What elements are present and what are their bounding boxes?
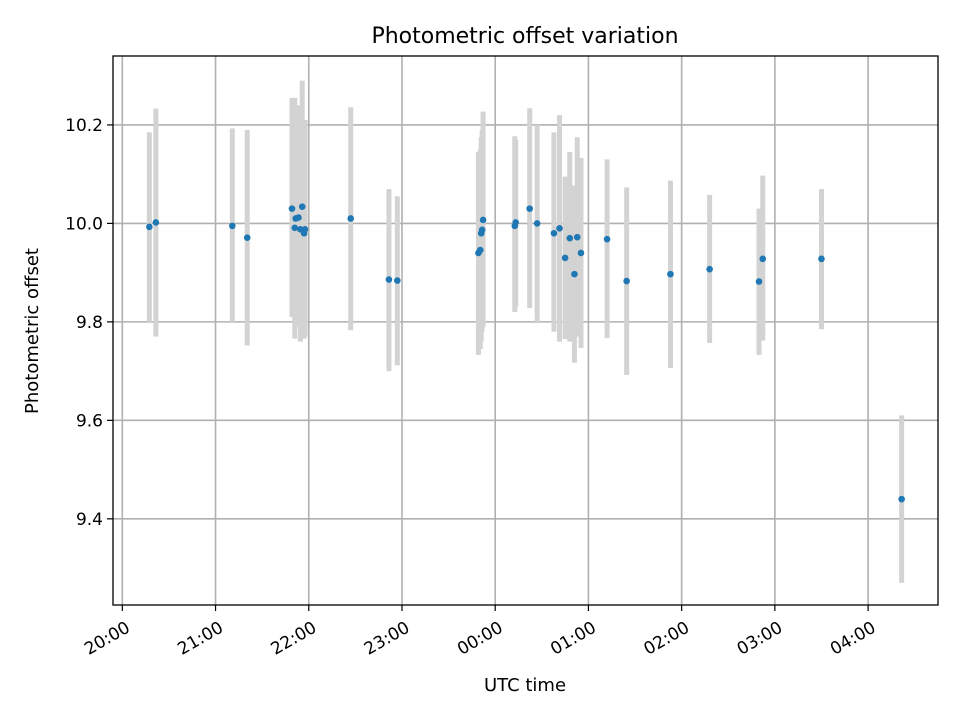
y-tick-label: 9.6: [76, 411, 103, 431]
data-point: [291, 224, 299, 232]
plot-frame: [112, 55, 939, 606]
y-tick-label: 10.2: [65, 116, 103, 136]
data-point: [571, 270, 578, 278]
data-point: [152, 219, 160, 226]
x-axis-label: UTC time: [484, 675, 566, 696]
data-point: [755, 278, 763, 285]
data-point: [385, 276, 393, 283]
data-point: [623, 277, 630, 285]
point-layer: [146, 203, 905, 503]
data-point: [526, 205, 533, 212]
data-point: [561, 254, 569, 262]
data-point: [478, 226, 486, 234]
y-tick-label: 9.4: [76, 510, 103, 530]
data-point: [479, 216, 487, 224]
data-point: [566, 234, 574, 242]
data-point: [243, 234, 251, 241]
data-point: [394, 277, 401, 284]
chart-title: Photometric offset variation: [371, 24, 678, 49]
grid-layer: [113, 56, 938, 605]
y-tick-label: 9.8: [76, 313, 103, 333]
data-point: [298, 203, 306, 210]
y-axis-ticks: 9.4 9.6 9.8 10.0 10.2: [65, 116, 113, 530]
data-point: [706, 265, 713, 273]
data-point: [759, 255, 767, 263]
data-point: [512, 219, 520, 226]
data-point: [288, 205, 296, 212]
data-point: [898, 495, 905, 503]
y-axis-label: Photometric offset: [22, 248, 43, 414]
data-point: [556, 225, 563, 232]
data-point: [603, 235, 611, 243]
data-point: [347, 215, 355, 222]
data-point: [533, 220, 541, 227]
data-point: [229, 222, 236, 230]
data-point: [667, 270, 674, 278]
data-point: [818, 255, 825, 263]
data-point: [301, 226, 309, 233]
data-point: [573, 233, 581, 241]
data-point: [476, 246, 484, 254]
y-tick-label: 10.0: [65, 214, 103, 234]
data-point: [295, 214, 302, 221]
data-point: [577, 249, 585, 257]
data-point: [550, 229, 558, 237]
data-point: [146, 223, 153, 231]
